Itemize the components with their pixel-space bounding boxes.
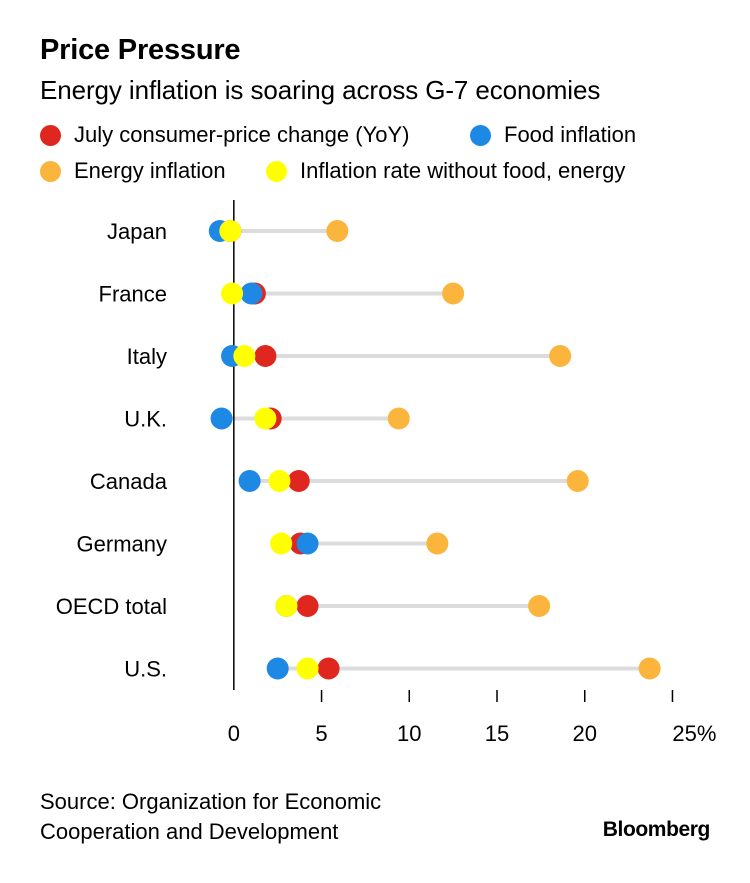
legend-label-energy: Energy inflation: [74, 158, 226, 183]
legend-label-consumer-price: July consumer-price change (YoY): [74, 122, 410, 147]
legend-label-core: Inflation rate without food, energy: [300, 158, 626, 183]
category-label-france: France: [99, 282, 167, 307]
legend-item-consumer-price: July consumer-price change (YoY): [40, 122, 409, 148]
legend-swatch-core: [266, 160, 287, 182]
legend-item-food: Food inflation: [470, 122, 636, 148]
dot-core-oecd-total: [275, 595, 298, 617]
dot-food-u-k: [210, 407, 233, 430]
category-label-u-s: U.S.: [124, 657, 167, 682]
dot-consumer-price-u-s: [317, 657, 340, 680]
category-label-japan: Japan: [107, 219, 167, 244]
dot-consumer-price-canada: [287, 470, 310, 492]
dot-food-canada: [238, 470, 261, 492]
dot-food-u-s: [266, 657, 289, 680]
dot-core-canada: [268, 470, 291, 492]
x-tick-label-0: 0: [228, 721, 240, 746]
category-label-oecd-total: OECD total: [56, 594, 167, 619]
category-label-canada: Canada: [90, 469, 168, 494]
dot-core-germany: [270, 532, 293, 555]
legend-swatch-food: [470, 124, 491, 146]
chart-title: Price Pressure: [40, 34, 241, 66]
category-label-u-k: U.K.: [124, 407, 167, 432]
legend-swatch-energy: [40, 160, 61, 182]
category-label-italy: Italy: [127, 344, 167, 369]
dot-energy-italy: [549, 345, 572, 367]
source-note: Source: Organization for Economic Cooper…: [40, 789, 382, 844]
dot-core-france: [221, 282, 244, 305]
dot-energy-u-s: [638, 657, 661, 680]
dot-energy-oecd-total: [528, 595, 551, 617]
dot-core-italy: [233, 345, 256, 367]
legend-label-food: Food inflation: [504, 122, 637, 147]
x-tick-label-25: 25%: [672, 721, 716, 746]
dot-food-germany: [296, 532, 319, 555]
dot-energy-germany: [426, 532, 449, 555]
dot-food-france: [240, 282, 263, 305]
bloomberg-logo: Bloomberg: [602, 818, 711, 841]
dot-energy-canada: [566, 470, 589, 492]
category-label-germany: Germany: [77, 532, 167, 557]
legend-item-core: Inflation rate without food, energy: [266, 158, 625, 184]
chart-subtitle: Energy inflation is soaring across G-7 e…: [40, 75, 601, 105]
dot-consumer-price-italy: [254, 345, 277, 367]
x-tick-label-15: 15: [485, 721, 509, 746]
dot-core-u-s: [296, 657, 319, 680]
dot-plot-chart: Japan France Italy U.K. Canada Germany OECD to…: [56, 200, 716, 746]
dot-energy-u-k: [387, 407, 410, 430]
dot-energy-france: [442, 282, 465, 305]
x-tick-label-20: 20: [572, 721, 596, 746]
legend-swatch-consumer-price: [40, 124, 61, 146]
dot-core-japan: [219, 220, 242, 242]
dot-consumer-price-oecd-total: [296, 595, 319, 617]
x-tick-label-10: 10: [397, 721, 421, 746]
dot-core-u-k: [254, 407, 277, 430]
legend-item-energy: Energy inflation: [40, 158, 226, 184]
x-tick-label-5: 5: [315, 721, 327, 746]
dot-energy-japan: [326, 220, 349, 242]
